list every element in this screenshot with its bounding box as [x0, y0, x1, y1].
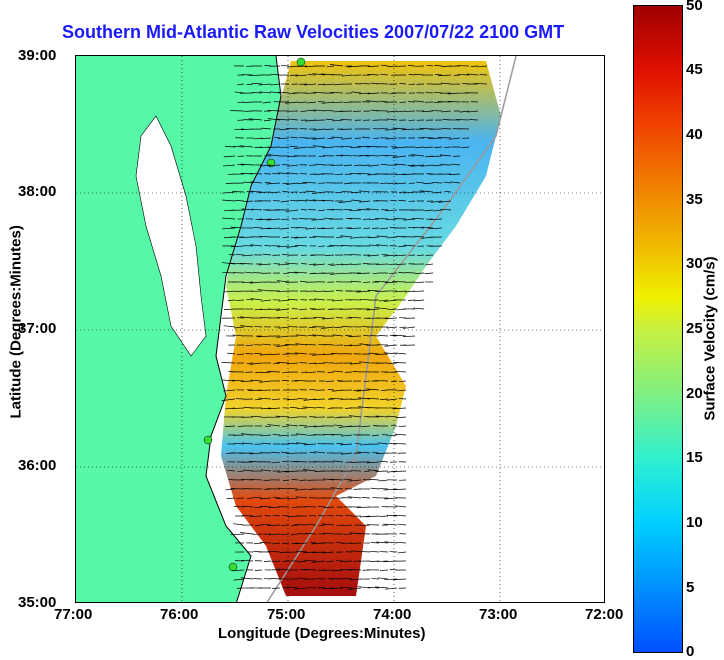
radar-station	[204, 436, 212, 444]
colorbar	[633, 5, 683, 653]
colorbar-tick: 20	[686, 385, 703, 402]
velocity-arrow	[371, 488, 379, 489]
radar-station	[297, 58, 305, 66]
x-tick-label: 74:00	[373, 606, 411, 623]
velocity-arrow	[362, 497, 370, 498]
x-tick-label: 75:00	[267, 606, 305, 623]
velocity-arrow	[424, 273, 433, 274]
velocity-arrow	[414, 300, 424, 301]
velocity-arrow	[395, 353, 406, 354]
colorbar-tick: 25	[686, 320, 703, 337]
x-axis-label: Longitude (Degrees:Minutes)	[218, 625, 426, 642]
y-axis-label: Latitude (Degrees:Minutes)	[8, 259, 25, 419]
velocity-arrow	[415, 282, 424, 283]
colorbar-label: Surface Velocity (cm/s)	[702, 239, 719, 439]
velocity-arrow	[399, 426, 406, 427]
map-plot-area[interactable]	[75, 55, 605, 603]
colorbar-tick: 45	[686, 61, 703, 78]
x-tick-label: 77:00	[54, 606, 92, 623]
velocity-arrow	[380, 570, 388, 571]
velocity-arrow	[370, 551, 379, 552]
y-tick-label: 38:00	[18, 183, 56, 200]
velocity-arrow	[379, 480, 388, 481]
velocity-arrow	[387, 327, 397, 328]
x-tick-label: 76:00	[160, 606, 198, 623]
map-canvas	[76, 56, 605, 603]
colorbar-tick: 30	[686, 255, 703, 272]
velocity-arrow	[369, 479, 379, 480]
velocity-arrow	[399, 327, 406, 328]
velocity-arrow	[281, 65, 289, 66]
radar-station	[229, 563, 237, 571]
velocity-arrow	[398, 552, 406, 553]
colorbar-tick: 40	[686, 126, 703, 143]
y-tick-label: 36:00	[18, 457, 56, 474]
y-tick-label: 35:00	[18, 594, 56, 611]
velocity-arrow	[413, 308, 424, 309]
velocity-arrow	[224, 326, 235, 327]
velocity-arrow	[378, 578, 388, 579]
map-title: Southern Mid-Atlantic Raw Velocities 200…	[62, 22, 564, 43]
velocity-arrow	[264, 561, 271, 562]
velocity-arrow	[379, 335, 388, 336]
velocity-arrow	[390, 569, 397, 570]
velocity-arrow	[255, 570, 262, 571]
colorbar-tick: 15	[686, 449, 703, 466]
velocity-arrow	[233, 524, 244, 525]
colorbar-tick: 0	[686, 643, 694, 660]
velocity-arrow	[397, 542, 406, 543]
colorbar-tick: 5	[686, 579, 694, 596]
colorbar-tick: 50	[686, 0, 703, 14]
velocity-arrow	[372, 497, 379, 498]
colorbar-tick: 35	[686, 191, 703, 208]
x-tick-label: 73:00	[479, 606, 517, 623]
x-tick-label: 72:00	[585, 606, 623, 623]
y-tick-label: 39:00	[18, 47, 56, 64]
velocity-arrow	[254, 543, 262, 544]
velocity-arrow	[397, 524, 406, 525]
velocity-arrow	[227, 498, 235, 499]
colorbar-tick: 10	[686, 514, 703, 531]
